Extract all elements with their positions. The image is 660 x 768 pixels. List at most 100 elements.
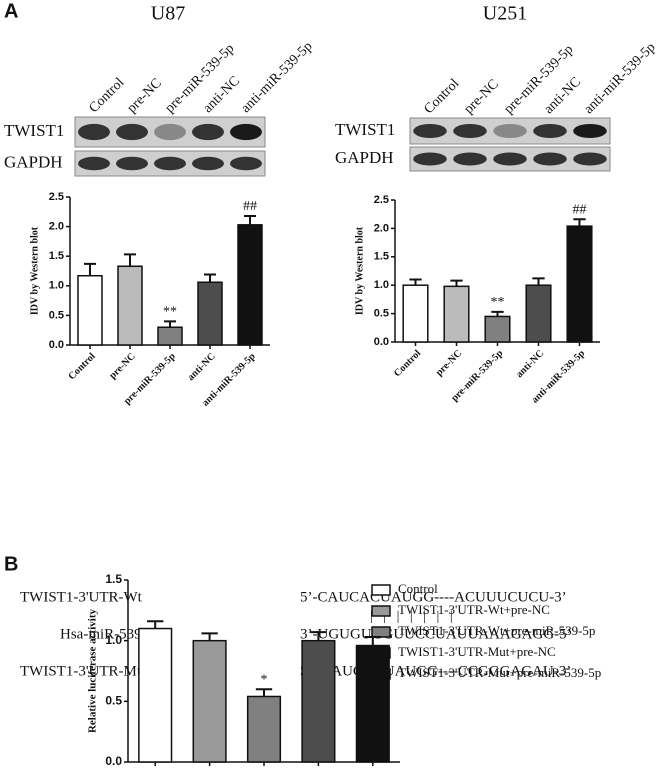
error-bar <box>491 310 504 317</box>
error-bar <box>164 320 176 328</box>
blot-row-label: GAPDH <box>335 148 394 167</box>
significance-label: ## <box>573 203 587 218</box>
bar <box>402 284 429 343</box>
bar <box>192 639 227 763</box>
blot-band <box>493 152 527 166</box>
legend-label: Control <box>398 581 438 596</box>
legend-label: TWIST1-3'UTR-Wt+pre-NC <box>398 602 550 617</box>
lane-label: pre-NC <box>461 77 501 117</box>
panel-title: U87 <box>151 3 185 25</box>
lane-label: anti-miR-539-5p <box>581 40 658 117</box>
blot-band <box>573 152 607 166</box>
significance-label: ## <box>243 199 257 214</box>
error-bar <box>450 279 463 287</box>
y-tick-label: 1.5 <box>374 251 389 263</box>
blot-band <box>154 123 186 141</box>
y-tick-label: 2.5 <box>49 191 64 203</box>
legend-label: TWIST1-3'UTR-Wt+pre-miR-539-5p <box>398 623 595 638</box>
x-tick-label: pre-NC <box>107 351 137 381</box>
lane-label: Control <box>421 76 462 117</box>
panel-title: U251 <box>483 3 527 25</box>
blot-band <box>192 156 224 171</box>
bar <box>197 281 223 346</box>
panel-label: B <box>4 553 18 575</box>
blot-band <box>413 123 447 139</box>
bar <box>355 644 390 763</box>
y-tick-label: 1.5 <box>105 572 122 586</box>
bar <box>117 265 143 346</box>
y-tick-label: 0.0 <box>105 754 122 768</box>
significance-label: * <box>261 672 268 687</box>
blot-band <box>533 123 567 139</box>
y-tick-label: 2.5 <box>374 194 389 206</box>
blot-band <box>116 156 148 171</box>
significance-label: ** <box>491 295 505 310</box>
error-bar <box>204 273 216 283</box>
y-tick-label: 1.0 <box>105 633 122 647</box>
blot-band <box>533 152 567 166</box>
blot-band <box>154 156 186 171</box>
blot-band <box>493 123 527 139</box>
blot-band <box>230 156 262 171</box>
sequence-name: TWIST1-3'UTR-Mut <box>20 663 149 679</box>
blot-band <box>78 123 110 141</box>
blot-band <box>453 152 487 166</box>
y-tick-label: 2.0 <box>49 221 64 233</box>
sequence: 5’-CAUCACUAUGG----ACUUUCUCU-3’ <box>300 589 567 605</box>
error-bar <box>124 253 136 267</box>
y-tick-label: 1.5 <box>49 250 64 262</box>
error-bar <box>310 631 327 641</box>
y-tick-label: 1.0 <box>374 279 389 291</box>
y-tick-label: 0.5 <box>374 308 389 320</box>
blot-band <box>230 123 262 141</box>
lane-label: pre-NC <box>124 76 164 116</box>
error-bar <box>532 277 545 286</box>
blot-row-label: GAPDH <box>4 152 63 171</box>
y-axis-label: IDV by Western blot <box>354 226 365 315</box>
x-tick-label: anti-NC <box>514 348 546 380</box>
sequence-name: TWIST1-3'UTR-Wt <box>20 589 143 605</box>
bar <box>237 224 263 346</box>
y-tick-label: 0.5 <box>105 694 122 708</box>
error-bar <box>409 278 422 286</box>
bar <box>246 695 282 763</box>
blot-row-label: TWIST1 <box>335 120 395 139</box>
bar <box>301 639 336 763</box>
y-axis-label: Relative luciferase activity <box>87 609 99 734</box>
blot-band <box>453 123 487 139</box>
bar <box>525 284 552 343</box>
bar <box>77 274 103 346</box>
y-tick-label: 2.0 <box>374 222 389 234</box>
blot-row-label: TWIST1 <box>4 121 64 140</box>
bar <box>157 326 183 346</box>
error-bar <box>573 218 586 227</box>
y-tick-label: 0.0 <box>49 339 64 351</box>
bar <box>138 627 173 763</box>
panel-label: A <box>4 0 18 22</box>
error-bar <box>364 636 381 646</box>
y-tick-label: 0.0 <box>374 336 389 348</box>
error-bar <box>84 262 96 276</box>
bar <box>443 285 470 343</box>
x-tick-label: Control <box>67 351 98 382</box>
error-bar <box>147 620 164 629</box>
x-tick-label: pre-NC <box>434 348 464 378</box>
lane-label: anti-miR-539-5p <box>238 39 315 116</box>
blot-band <box>78 156 110 171</box>
blot-band <box>413 152 447 166</box>
x-tick-label: anti-NC <box>186 351 218 383</box>
legend-swatch <box>371 584 391 596</box>
error-bar <box>255 688 273 697</box>
significance-label: ** <box>163 305 177 320</box>
sequence: 3’-UGUGUGGUUCCUAUUAAAGAGG-5’ <box>300 626 572 642</box>
blot-band <box>573 123 607 139</box>
bar <box>566 225 593 343</box>
blot-band <box>116 123 148 141</box>
legend-swatch <box>371 668 391 680</box>
x-tick-label: Control <box>392 348 423 379</box>
legend-swatch <box>371 605 391 617</box>
error-bar <box>244 214 256 225</box>
blot-band <box>192 123 224 141</box>
y-tick-label: 1.0 <box>49 280 64 292</box>
